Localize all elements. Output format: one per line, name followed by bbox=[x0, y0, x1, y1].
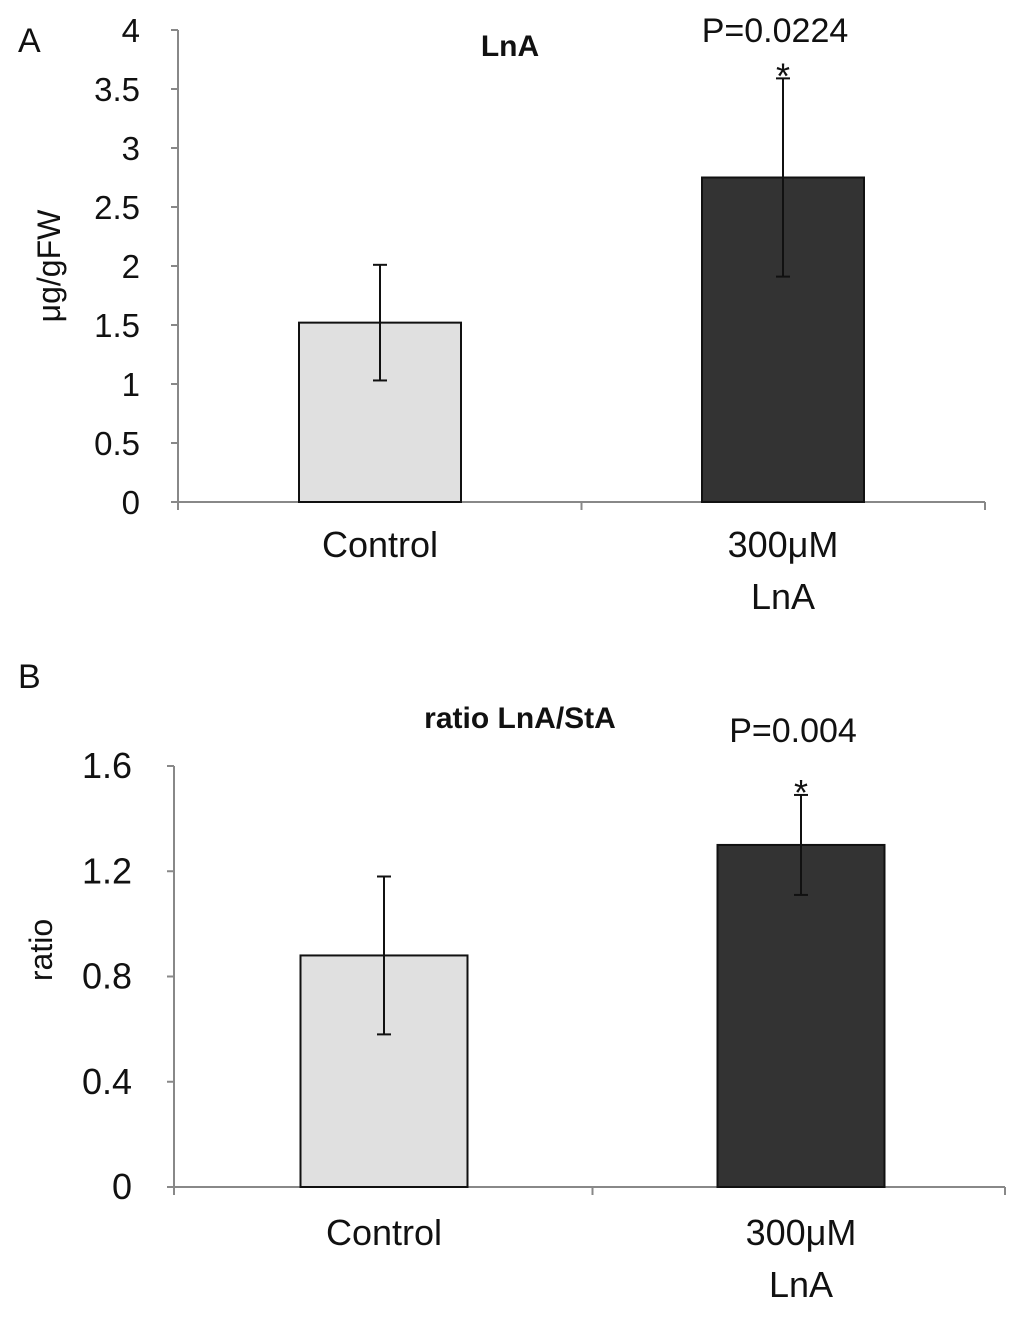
panel-a-category-label: Control bbox=[322, 524, 438, 565]
panel-b-category-label: Control bbox=[326, 1212, 442, 1253]
panel-a-y-tick-label: 0 bbox=[122, 484, 140, 521]
panel-a-y-tick-label: 3 bbox=[122, 130, 140, 167]
panel-a-y-tick-label: 3.5 bbox=[94, 71, 140, 108]
panel-b-y-tick-label: 0 bbox=[112, 1166, 132, 1207]
panel-a-p-value: P=0.0224 bbox=[702, 12, 849, 50]
panel-a-letter: A bbox=[18, 22, 41, 60]
panel-a-significance-star: * bbox=[776, 55, 790, 96]
panel-a-y-tick-label: 1 bbox=[122, 366, 140, 403]
panel-b: B ratio LnA/StA ratio 0 0.4 0.8 1.2 1.6 Contr… bbox=[18, 658, 1006, 1305]
panel-a-y-tick-label: 1.5 bbox=[94, 307, 140, 344]
panel-a-y-tick-label: 4 bbox=[122, 12, 140, 49]
panel-b-letter: B bbox=[18, 658, 41, 696]
panel-b-y-axis-label: ratio bbox=[23, 919, 59, 981]
panel-a-y-tick-label: 2.5 bbox=[94, 189, 140, 226]
panel-b-y-tick-label: 0.8 bbox=[82, 956, 132, 997]
panel-b-title: ratio LnA/StA bbox=[424, 702, 616, 735]
panel-b-y-tick-label: 1.2 bbox=[82, 850, 132, 891]
panel-a-y-axis-label: μg/gFW bbox=[31, 209, 67, 322]
panel-b-significance-star: * bbox=[794, 772, 808, 813]
panel-a-category-label: LnA bbox=[751, 576, 815, 617]
panel-b-plot: 0 0.4 0.8 1.2 1.6 Control 300μM LnA P=0.004 * bbox=[82, 712, 1006, 1305]
panel-b-y-tick-label: 1.6 bbox=[82, 745, 132, 786]
panel-a-plot: 0 0.5 1 1.5 2 2.5 3 3.5 4 Control 300μM LnA P=0.0224… bbox=[94, 12, 986, 617]
panel-a-category-label: 300μM bbox=[728, 524, 839, 565]
panel-b-category-label: 300μM bbox=[746, 1212, 857, 1253]
panel-a-title: LnA bbox=[481, 30, 539, 63]
panel-b-category-label: LnA bbox=[769, 1264, 833, 1305]
panel-a-y-tick-label: 0.5 bbox=[94, 425, 140, 462]
panel-b-y-tick-label: 0.4 bbox=[82, 1061, 132, 1102]
panel-b-bar-treatment bbox=[716, 843, 886, 1188]
panel-b-p-value: P=0.004 bbox=[729, 712, 857, 750]
panel-a: A LnA μg/gFW 0 0.5 1 1.5 2 2.5 3 3.5 4 Control 300… bbox=[18, 12, 986, 617]
panel-a-y-tick-label: 2 bbox=[122, 248, 140, 285]
